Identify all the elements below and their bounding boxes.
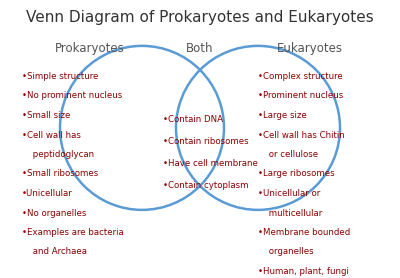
Text: •Have cell membrane: •Have cell membrane [163,159,258,168]
Text: •Contain cytoplasm: •Contain cytoplasm [163,181,248,190]
Text: and Archaea: and Archaea [30,247,87,257]
Text: multicellular: multicellular [266,208,322,217]
Text: •Examples are bacteria: •Examples are bacteria [22,228,124,237]
Text: •Large size: •Large size [258,111,307,120]
Text: •No prominent nucleus: •No prominent nucleus [22,91,122,101]
Text: •Complex structure: •Complex structure [258,72,343,81]
Text: or cellulose: or cellulose [266,150,318,159]
Text: •Unicellular: •Unicellular [22,189,73,198]
Text: •Prominent nucleus: •Prominent nucleus [258,91,343,101]
Text: •Large ribosomes: •Large ribosomes [258,170,335,178]
Text: peptidoglycan: peptidoglycan [30,150,94,159]
Text: •Small size: •Small size [22,111,70,120]
Text: •Small ribosomes: •Small ribosomes [22,170,98,178]
Text: Prokaryotes: Prokaryotes [55,42,125,55]
Text: organelles: organelles [266,247,314,257]
Text: •Simple structure: •Simple structure [22,72,98,81]
Text: Eukaryotes: Eukaryotes [277,42,343,55]
Text: •Cell wall has: •Cell wall has [22,130,81,140]
Text: •Membrane bounded: •Membrane bounded [258,228,350,237]
Text: Venn Diagram of Prokaryotes and Eukaryotes: Venn Diagram of Prokaryotes and Eukaryot… [26,10,374,25]
Text: Both: Both [186,42,214,55]
Text: •Cell wall has Chitin: •Cell wall has Chitin [258,130,345,140]
Text: •Unicellular or: •Unicellular or [258,189,320,198]
Text: •Contain DNA: •Contain DNA [163,115,223,124]
Text: •No organelles: •No organelles [22,208,86,217]
Text: •Human, plant, fungi: •Human, plant, fungi [258,267,349,276]
Text: •Contain ribosomes: •Contain ribosomes [163,137,249,146]
